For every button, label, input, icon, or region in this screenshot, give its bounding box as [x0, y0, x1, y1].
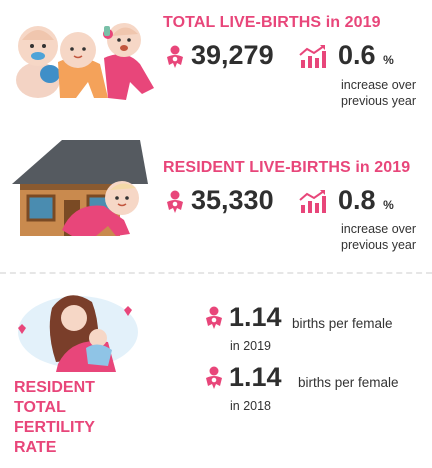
total-births-note-line1: increase over	[341, 78, 417, 92]
baby-icon	[164, 45, 186, 69]
resident-births-note: increase over previous year	[341, 221, 416, 253]
total-births-count: 39,279	[191, 40, 274, 70]
resident-births-note-line2: previous year	[341, 238, 417, 252]
total-births-note-line2: previous year	[341, 94, 417, 108]
babies-illustration	[8, 12, 158, 104]
house-baby-illustration	[12, 140, 148, 240]
tfr-title-line2: TOTAL	[14, 399, 66, 416]
resident-births-pct-value: 0.8	[338, 185, 376, 215]
total-births-pct: 0.6 %	[338, 40, 394, 71]
tfr-title-line4: RATE	[14, 439, 57, 456]
resident-births-pct: 0.8 %	[338, 185, 394, 216]
growth-chart-icon	[298, 45, 326, 69]
tfr-title-line3: FERTILITY	[14, 419, 95, 436]
tfr-title: RESIDENT TOTAL FERTILITY RATE	[14, 378, 95, 458]
total-births-title: TOTAL LIVE-BIRTHS in 2019	[163, 14, 381, 31]
tfr-2018-unit: births per female	[298, 375, 399, 390]
resident-births-count: 35,330	[191, 185, 274, 215]
section-divider	[0, 272, 432, 274]
total-births-note: increase over previous year	[341, 77, 416, 109]
tfr-2018-value: 1.14	[229, 362, 282, 392]
tfr-2019-value: 1.14	[229, 302, 282, 332]
total-births-pct-unit: %	[383, 53, 394, 67]
growth-chart-icon	[298, 190, 326, 214]
baby-icon	[164, 190, 186, 214]
baby-icon	[203, 306, 225, 330]
resident-births-pct-unit: %	[383, 198, 394, 212]
tfr-title-line1: RESIDENT	[14, 379, 95, 396]
resident-births-note-line1: increase over	[341, 222, 417, 236]
resident-births-title: RESIDENT LIVE-BIRTHS in 2019	[163, 159, 411, 176]
tfr-2019-unit: births per female	[292, 316, 393, 331]
tfr-2019-year: in 2019	[230, 339, 272, 353]
baby-icon	[203, 366, 225, 390]
total-births-pct-value: 0.6	[338, 40, 376, 70]
tfr-2018-year: in 2018	[230, 399, 272, 413]
mother-baby-illustration	[12, 288, 140, 374]
